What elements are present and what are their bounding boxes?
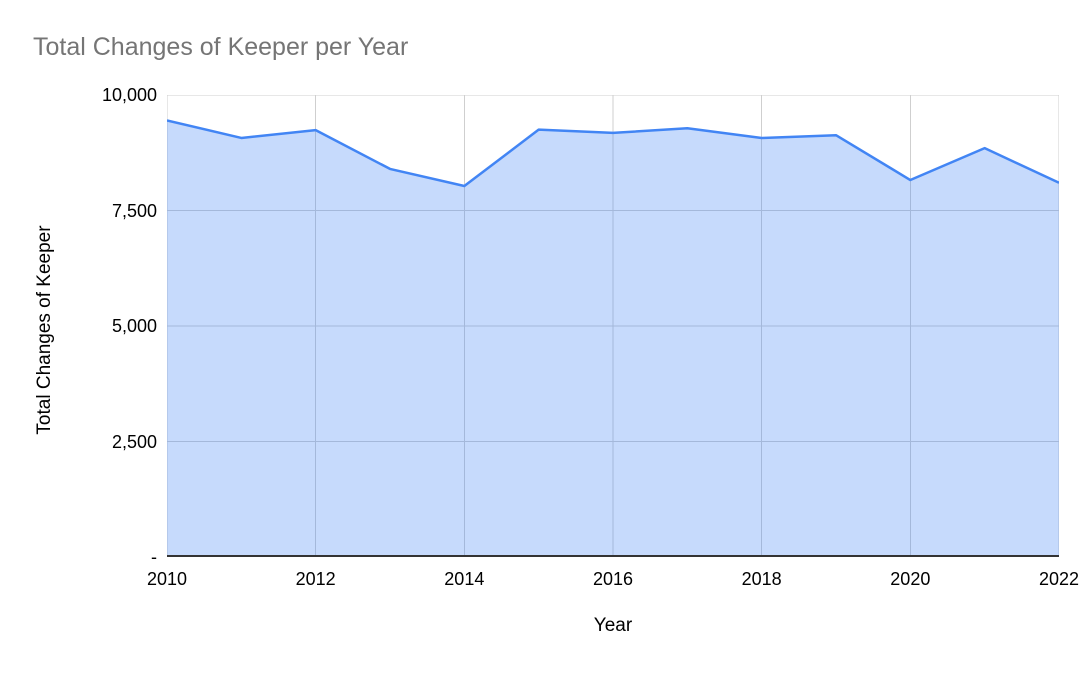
x-tick-label: 2016: [592, 569, 634, 589]
x-tick-label: 2012: [295, 569, 336, 589]
y-tick-label: 7,500: [111, 200, 157, 221]
x-tick-label: 2018: [741, 569, 782, 589]
y-tick-label: 5,000: [111, 316, 157, 336]
y-axis-title: Total Changes of Keeper: [34, 225, 55, 435]
x-tick-label: 2014: [444, 569, 485, 589]
area-chart-svg: [167, 95, 1059, 557]
y-tick-label: 2,500: [111, 431, 157, 452]
x-tick-label: 2020: [890, 569, 931, 589]
plot-area: [167, 95, 1059, 557]
x-axis-title: Year: [593, 615, 633, 636]
x-tick-label: 2010: [146, 569, 188, 589]
x-tick-label: 2022: [1038, 569, 1080, 589]
series-area-fill: [167, 120, 1059, 557]
series-line: [167, 119, 1059, 188]
chart-title: Total Changes of Keeper per Year: [33, 33, 409, 61]
y-tick-label: 10,000: [101, 85, 157, 105]
y-tick-label: -: [151, 547, 157, 567]
